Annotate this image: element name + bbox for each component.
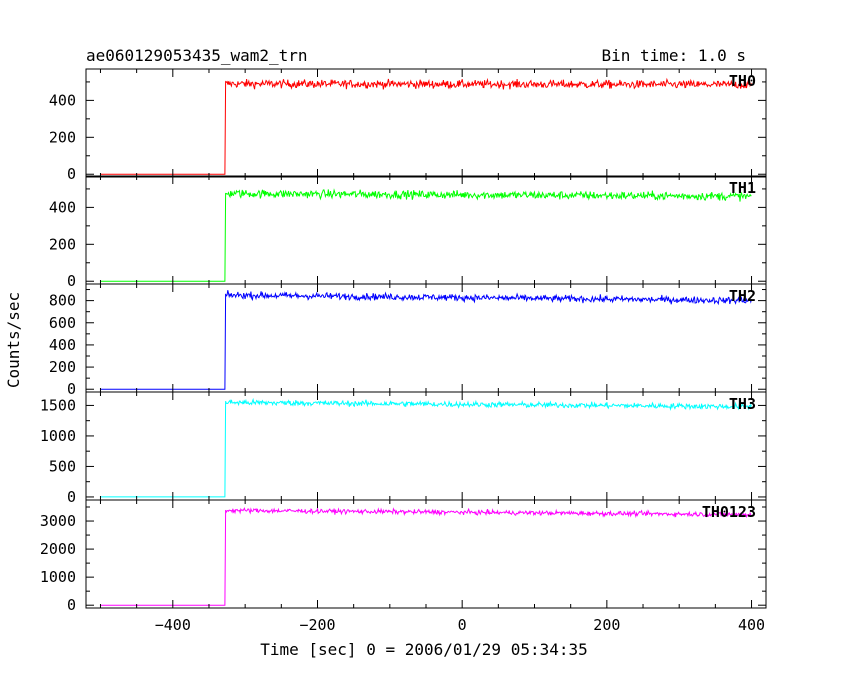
bin-time-label: Bin time: 1.0 s [602, 46, 747, 65]
series-line-th3 [100, 397, 752, 498]
x-tick-label: 400 [738, 616, 765, 634]
series-line-th2 [100, 290, 752, 390]
y-tick-label: 600 [49, 314, 76, 332]
y-tick-label: 1000 [40, 427, 76, 445]
y-tick-label: 800 [49, 292, 76, 310]
y-tick-label: 3000 [40, 512, 76, 530]
y-tick-label: 2000 [40, 540, 76, 558]
y-tick-label: 200 [49, 358, 76, 376]
y-tick-label: 1000 [40, 568, 76, 586]
y-tick-label: 200 [49, 235, 76, 253]
y-axis-title: Counts/sec [4, 292, 23, 388]
x-tick-label: −200 [299, 616, 335, 634]
y-tick-label: 500 [49, 457, 76, 475]
panel-frame [85, 391, 767, 501]
y-tick-label: 0 [67, 272, 76, 290]
y-tick-label: 1500 [40, 396, 76, 414]
y-tick-label: 0 [67, 380, 76, 398]
series-label-th0123: TH0123 [702, 503, 756, 521]
panel-frame [85, 499, 767, 609]
chart-title: ae060129053435_wam2_trn [86, 46, 308, 65]
series-label-th2: TH2 [729, 287, 756, 305]
x-tick-label: 200 [593, 616, 620, 634]
x-tick-label: −400 [155, 616, 191, 634]
panel-frame [85, 175, 767, 285]
panel-th0: 0 200 400 TH0 [49, 68, 767, 183]
x-axis-title: Time [sec] 0 = 2006/01/29 05:34:35 [260, 640, 588, 659]
y-tick-label: 400 [49, 336, 76, 354]
y-tick-label: 400 [49, 91, 76, 109]
panel-th0123: 0 1000 2000 3000 TH0123 [40, 499, 767, 614]
series-line-th0123 [100, 507, 752, 606]
y-tick-label: 0 [67, 596, 76, 614]
panel-th1: 0 200 400 TH1 [49, 175, 767, 290]
series-line-th1 [100, 188, 752, 282]
series-label-th1: TH1 [729, 179, 756, 197]
panel-th3: 0 500 1000 1500 TH3 [40, 391, 767, 506]
panel-th2: 0 200 400 600 800 TH2 [49, 283, 767, 398]
y-tick-label: 0 [67, 165, 76, 183]
y-tick-label: 200 [49, 128, 76, 146]
panels-layer: 0 200 400 TH0 0 200 400 TH1 0 200 400 600 800 TH2 0 500… [40, 68, 767, 614]
y-tick-label: 0 [67, 488, 76, 506]
series-line-th0 [100, 77, 752, 175]
x-tick-labels: −400 −200 0 200 400 [155, 616, 765, 634]
series-label-th3: TH3 [729, 395, 756, 413]
x-tick-label: 0 [458, 616, 467, 634]
y-tick-label: 400 [49, 198, 76, 216]
series-label-th0: TH0 [729, 72, 756, 90]
